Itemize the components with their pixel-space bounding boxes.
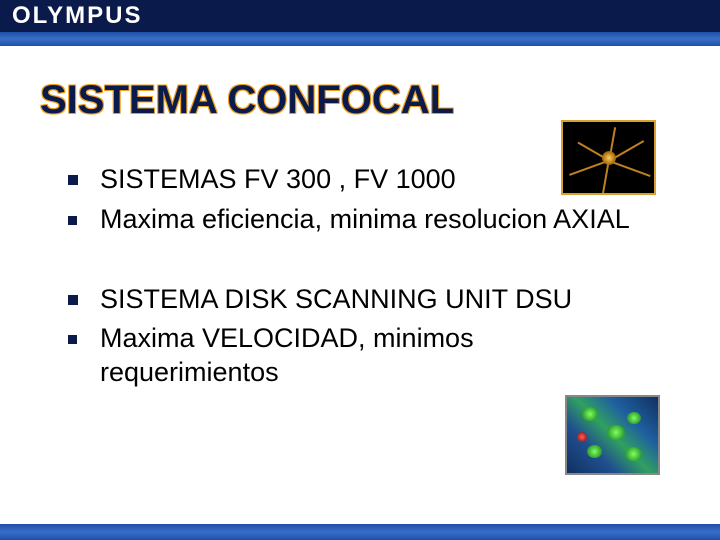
header-stripe — [0, 32, 720, 46]
bullet-text: SISTEMAS FV 300 , FV 1000 — [100, 163, 456, 197]
thumbnail-cells — [565, 395, 660, 475]
logo-strip: OLYMPUS — [0, 0, 720, 32]
list-item: SISTEMAS FV 300 , FV 1000 — [68, 163, 690, 197]
brand-logo: OLYMPUS — [0, 2, 142, 30]
bullet-text: Maxima VELOCIDAD, minimos requerimientos — [100, 322, 620, 390]
bullet-icon — [68, 216, 77, 225]
bullet-icon — [68, 175, 78, 185]
list-item: Maxima eficiencia, minima resolucion AXI… — [68, 203, 690, 237]
bullet-icon — [68, 295, 78, 305]
footer-stripe — [0, 524, 720, 540]
slide-title: SISTEMA CONFOCAL — [0, 50, 720, 123]
bullet-icon — [68, 335, 77, 344]
list-item: Maxima VELOCIDAD, minimos requerimientos — [68, 322, 690, 390]
bullet-text: SISTEMA DISK SCANNING UNIT DSU — [100, 283, 572, 317]
list-item: SISTEMA DISK SCANNING UNIT DSU — [68, 283, 690, 317]
bullet-text: Maxima eficiencia, minima resolucion AXI… — [100, 203, 630, 237]
content-area: SISTEMAS FV 300 , FV 1000 Maxima eficien… — [0, 123, 720, 390]
header: OLYMPUS — [0, 0, 720, 50]
